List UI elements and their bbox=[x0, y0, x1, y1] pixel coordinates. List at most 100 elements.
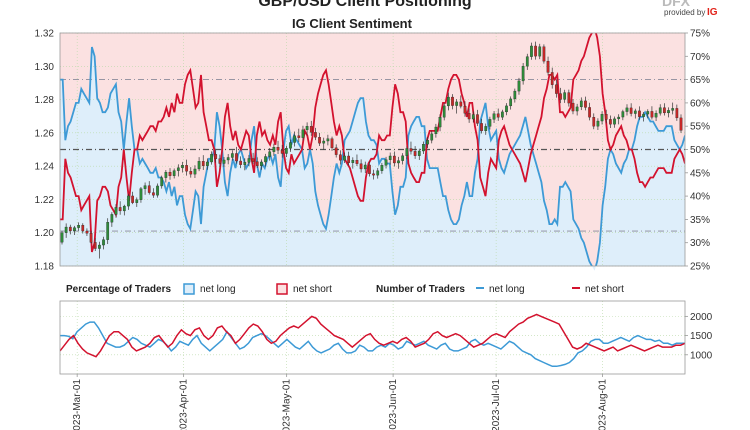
candle-body bbox=[476, 114, 479, 124]
legend-net-short-num: net short bbox=[585, 284, 624, 295]
count-axis: 1000 1500 2000 bbox=[685, 312, 713, 361]
percent-tick-label: 35% bbox=[690, 215, 710, 226]
candle-body bbox=[156, 185, 159, 196]
candle-body bbox=[675, 108, 679, 119]
percent-tick-label: 40% bbox=[690, 192, 710, 203]
candle-body bbox=[210, 154, 213, 163]
candle-body bbox=[81, 225, 85, 232]
candle-body bbox=[388, 155, 392, 160]
candle-body bbox=[143, 185, 147, 189]
candle-body bbox=[384, 159, 388, 166]
candle-body bbox=[505, 105, 508, 113]
legend-percentage-title: Percentage of Traders bbox=[66, 284, 171, 295]
candle-body bbox=[139, 188, 143, 200]
candle-body bbox=[343, 155, 346, 161]
candle-body bbox=[363, 164, 367, 170]
percent-tick-label: 50% bbox=[690, 145, 710, 156]
candle-body bbox=[260, 161, 263, 166]
candle-body bbox=[422, 144, 425, 152]
count-tick-label: 1000 bbox=[690, 350, 713, 361]
candle-body bbox=[176, 167, 180, 171]
candle-body bbox=[60, 232, 64, 243]
percent-tick-label: 60% bbox=[690, 98, 710, 109]
candle-body bbox=[338, 154, 342, 161]
candle-body bbox=[617, 116, 621, 120]
count-tick-label: 1500 bbox=[690, 331, 713, 342]
candle-body bbox=[417, 150, 421, 156]
candle-body bbox=[509, 98, 513, 107]
candle-body bbox=[654, 113, 658, 118]
candle-body bbox=[530, 45, 533, 57]
chart-subtitle: IG Client Sentiment bbox=[292, 16, 413, 31]
percent-axis: 25% 30% 35% 40% 45% 50% 55% 60% 65% 70% 75% bbox=[685, 29, 710, 273]
date-tick-label: 2023-Apr-01 bbox=[179, 379, 190, 430]
date-tick-label: 2023-Jul-01 bbox=[491, 379, 502, 430]
candle-body bbox=[434, 126, 438, 135]
candle-body bbox=[77, 225, 80, 228]
candle-body bbox=[239, 160, 242, 165]
legend-number-title: Number of Traders bbox=[376, 284, 465, 295]
candle-body bbox=[559, 93, 562, 100]
candle-body bbox=[272, 147, 276, 152]
candle-body bbox=[293, 135, 296, 143]
count-tick-label: 2000 bbox=[690, 312, 713, 323]
candle-body bbox=[430, 133, 434, 141]
candle-body bbox=[588, 107, 591, 118]
candle-body bbox=[447, 96, 450, 107]
legend-net-short-pct: net short bbox=[293, 284, 332, 295]
candle-body bbox=[98, 244, 101, 249]
candle-body bbox=[492, 113, 496, 120]
percent-tick-label: 30% bbox=[690, 238, 710, 249]
sentiment-background bbox=[60, 33, 685, 271]
candle-body bbox=[185, 165, 188, 172]
candle-body bbox=[542, 46, 546, 62]
candle-body bbox=[667, 110, 670, 114]
brand-provided-by: provided by bbox=[664, 8, 705, 17]
net-short-count-series bbox=[60, 313, 685, 358]
candle-body bbox=[268, 151, 272, 157]
candle-body bbox=[330, 138, 334, 148]
candle-body bbox=[172, 170, 176, 176]
candle-body bbox=[351, 160, 355, 163]
candle-body bbox=[147, 185, 151, 193]
candle-body bbox=[230, 153, 234, 158]
candle-body bbox=[392, 155, 396, 164]
candle-body bbox=[197, 161, 201, 170]
candle-body bbox=[546, 60, 550, 73]
candle-body bbox=[334, 147, 338, 155]
candle-body bbox=[68, 226, 72, 232]
candle-body bbox=[206, 161, 209, 166]
candle-body bbox=[181, 165, 184, 168]
candle-body bbox=[118, 207, 122, 212]
legend-net-long-pct: net long bbox=[200, 284, 236, 295]
candle-body bbox=[264, 156, 267, 163]
brand-logo: DFX provided by IG bbox=[662, 0, 718, 18]
net-long-count-line bbox=[60, 321, 685, 368]
percent-tick-label: 45% bbox=[690, 168, 710, 179]
candle-body bbox=[426, 140, 429, 145]
candle-body bbox=[513, 90, 517, 100]
candle-body bbox=[571, 102, 575, 112]
candle-body bbox=[243, 162, 247, 165]
legend-long-swatch bbox=[183, 283, 195, 295]
candle-body bbox=[525, 56, 529, 67]
candle-body bbox=[621, 111, 625, 118]
candle-body bbox=[480, 123, 483, 132]
net-short-line bbox=[60, 33, 685, 253]
candle-body bbox=[214, 154, 218, 159]
candle-body bbox=[355, 160, 359, 164]
date-tick-label: 2023-Jun-01 bbox=[388, 379, 399, 430]
net-short-percent-series bbox=[60, 33, 685, 253]
candle-body bbox=[222, 159, 226, 164]
price-tick-label: 1.26 bbox=[35, 128, 55, 139]
candle-body bbox=[276, 147, 280, 151]
date-tick-label: 2023-Aug-01 bbox=[598, 379, 609, 430]
candle-body bbox=[409, 148, 413, 152]
price-tick-label: 1.28 bbox=[35, 95, 55, 106]
candle-body bbox=[575, 106, 579, 112]
candle-body bbox=[297, 135, 301, 138]
candle-body bbox=[322, 140, 326, 144]
candle-body bbox=[226, 157, 230, 161]
candle-body bbox=[372, 173, 375, 176]
candle-body bbox=[538, 46, 542, 57]
